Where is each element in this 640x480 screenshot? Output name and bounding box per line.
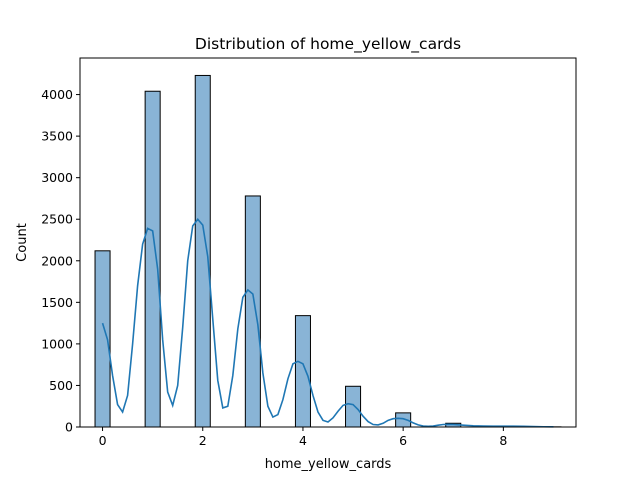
x-tick-label: 8 <box>499 433 507 448</box>
histogram-bar <box>345 385 362 428</box>
x-tick-label: 6 <box>399 433 407 448</box>
y-tick-label: 2000 <box>41 253 73 268</box>
y-tick-label: 1000 <box>41 336 73 351</box>
y-axis-label: Count <box>15 223 30 262</box>
y-tick-label: 2500 <box>41 212 73 227</box>
x-axis-label: home_yellow_cards <box>265 457 392 472</box>
plot-frame <box>79 57 577 428</box>
x-tick-label: 0 <box>99 433 107 448</box>
x-tick-label: 4 <box>299 433 307 448</box>
x-tick-label: 2 <box>199 433 207 448</box>
histogram-bar <box>294 315 311 428</box>
y-tick-label: 4000 <box>41 87 73 102</box>
x-axis-ticks: 0 2 4 6 8 <box>99 427 507 448</box>
histogram-bar <box>144 90 161 428</box>
histogram-bar <box>194 74 211 428</box>
y-tick-label: 3000 <box>41 170 73 185</box>
y-tick-label: 1500 <box>41 295 73 310</box>
y-tick-label: 3500 <box>41 129 73 144</box>
y-axis-ticks: 0 500 1000 1500 2000 2500 3000 3500 4000 <box>41 87 80 435</box>
kde-line <box>101 217 554 428</box>
histogram-bar <box>244 195 261 428</box>
chart-title: Distribution of home_yellow_cards <box>195 35 461 54</box>
y-tick-label: 500 <box>49 378 73 393</box>
y-tick-label: 0 <box>65 420 73 435</box>
bars-layer <box>94 74 562 428</box>
